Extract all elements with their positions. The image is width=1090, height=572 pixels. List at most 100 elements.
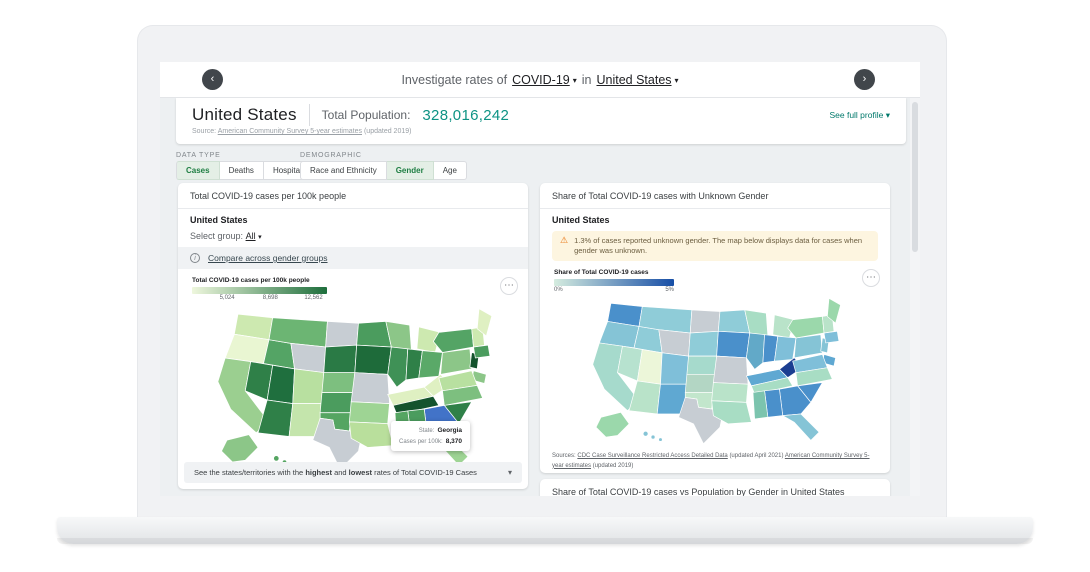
- highest-lowest-accordion[interactable]: See the states/territories with the high…: [184, 462, 522, 483]
- state-la[interactable]: [348, 421, 394, 448]
- state-ne[interactable]: [686, 356, 718, 375]
- state-nd[interactable]: [689, 309, 721, 334]
- state-tn[interactable]: [750, 377, 794, 395]
- state-oh[interactable]: [774, 336, 797, 362]
- header-source-link[interactable]: American Community Survey 5-year estimat…: [217, 128, 363, 135]
- state-hi[interactable]: [650, 435, 656, 440]
- state-ny[interactable]: [432, 328, 474, 353]
- state-ar[interactable]: [711, 382, 749, 403]
- filter-deaths-button[interactable]: Deaths: [219, 161, 264, 180]
- state-nc[interactable]: [795, 367, 833, 387]
- metric-dropdown[interactable]: COVID-19: [512, 73, 570, 87]
- filter-cases-button[interactable]: Cases: [176, 161, 220, 180]
- state-mo[interactable]: [350, 372, 390, 404]
- see-full-profile-link[interactable]: See full profile ▾: [829, 109, 890, 120]
- state-fl[interactable]: [781, 413, 820, 442]
- next-card-partial: Share of Total COVID-19 cases vs Populat…: [540, 479, 890, 496]
- state-ms[interactable]: [752, 390, 769, 420]
- card-region: United States: [190, 215, 248, 225]
- state-ak[interactable]: [595, 412, 630, 438]
- more-options-button[interactable]: ⋯: [500, 277, 518, 295]
- map-legend-ticks: 5,024 8,698 12,562: [219, 295, 323, 301]
- state-me[interactable]: [827, 298, 841, 324]
- state-pa[interactable]: [440, 348, 473, 375]
- state-il[interactable]: [746, 332, 765, 371]
- state-sd[interactable]: [688, 331, 719, 357]
- state-ks[interactable]: [319, 392, 354, 414]
- warning-icon: ⚠: [560, 235, 569, 245]
- state-ma[interactable]: [473, 344, 491, 359]
- cases-per-100k-card: Total COVID-19 cases per 100k people Uni…: [178, 183, 528, 489]
- place-dropdown[interactable]: United States: [596, 73, 672, 87]
- state-la[interactable]: [711, 400, 752, 425]
- unknown-gender-card: Share of Total COVID-19 cases with Unkno…: [540, 183, 890, 473]
- map-legend-title: Share of Total COVID-19 cases: [554, 269, 649, 277]
- acs-source-link[interactable]: American Community Survey 5-year estimat…: [552, 453, 870, 469]
- state-me[interactable]: [476, 308, 493, 337]
- map-legend-gradient: [192, 287, 327, 294]
- forward-button[interactable]: ›: [854, 69, 875, 90]
- filter-age-button[interactable]: Age: [433, 161, 467, 180]
- place-header-card: United States Total Population: 328,016,…: [176, 98, 906, 144]
- cdc-source-link[interactable]: CDC Case Surveillance Restricted Access …: [577, 453, 728, 460]
- state-az[interactable]: [257, 399, 294, 437]
- state-ak[interactable]: [221, 434, 259, 463]
- state-hi[interactable]: [642, 431, 649, 437]
- state-ar[interactable]: [348, 401, 390, 425]
- filter-gender-button[interactable]: Gender: [386, 161, 434, 180]
- place-caret-icon[interactable]: ▾: [674, 75, 679, 85]
- state-co[interactable]: [292, 368, 325, 404]
- scrollbar-thumb[interactable]: [912, 102, 918, 252]
- metric-caret-icon[interactable]: ▾: [572, 75, 577, 85]
- state-ny[interactable]: [787, 316, 825, 339]
- investigate-sentence: Investigate rates of COVID-19 ▾ in Unite…: [160, 62, 920, 98]
- warning-text: 1.3% of cases reported unknown gender. T…: [574, 236, 863, 256]
- state-az[interactable]: [628, 380, 661, 415]
- us-map-cases: State: Georgia Cases per 100k: 8,370: [192, 305, 514, 473]
- header-source-line: Source: American Community Survey 5-year…: [192, 128, 412, 135]
- card-title: Share of Total COVID-19 cases with Unkno…: [540, 183, 890, 209]
- state-id[interactable]: [263, 339, 295, 370]
- dashboard-page: United States Total Population: 328,016,…: [160, 98, 920, 496]
- state-ne[interactable]: [321, 372, 356, 394]
- cases-map-chart: Total COVID-19 cases per 100k people 5,0…: [178, 269, 528, 473]
- state-nc[interactable]: [442, 384, 484, 406]
- us-choropleth-share[interactable]: [554, 295, 876, 447]
- state-nd[interactable]: [325, 321, 359, 348]
- state-mn[interactable]: [717, 309, 751, 334]
- card-region: United States: [552, 215, 610, 225]
- map-legend-title: Total COVID-19 cases per 100k people: [192, 277, 310, 284]
- group-select[interactable]: All: [245, 231, 256, 241]
- state-pa[interactable]: [793, 334, 823, 359]
- state-ks[interactable]: [684, 374, 716, 394]
- back-icon: ‹: [210, 73, 215, 85]
- filter-race-ethnicity-button[interactable]: Race and Ethnicity: [300, 161, 387, 180]
- state-wy[interactable]: [290, 342, 326, 373]
- state-id[interactable]: [633, 326, 663, 354]
- state-ma[interactable]: [823, 331, 840, 344]
- laptop-base: [57, 517, 1033, 544]
- state-sd[interactable]: [323, 344, 358, 373]
- sentence-conjunction: in: [581, 73, 592, 87]
- state-ia[interactable]: [716, 331, 751, 359]
- more-options-button[interactable]: ⋯: [862, 269, 880, 288]
- group-select-caret-icon[interactable]: ▾: [258, 234, 262, 241]
- state-ia[interactable]: [354, 344, 392, 375]
- accordion-caret-icon: ▾: [507, 468, 512, 477]
- share-map-chart: Share of Total COVID-19 cases 0% 5% ⋯: [540, 261, 890, 447]
- demographic-button-group: Race and Ethnicity Gender Age: [300, 161, 467, 180]
- map-tooltip: State: Georgia Cases per 100k: 8,370: [391, 421, 470, 452]
- state-hi[interactable]: [658, 437, 663, 442]
- population-value: 328,016,242: [422, 106, 510, 124]
- state-wy[interactable]: [658, 329, 691, 357]
- state-tn[interactable]: [392, 395, 440, 415]
- state-hi[interactable]: [273, 455, 280, 462]
- profile-caret-icon: ▾: [885, 109, 890, 120]
- state-co[interactable]: [660, 352, 689, 385]
- compare-across-gender-link[interactable]: Compare across gender groups: [208, 253, 328, 263]
- state-oh[interactable]: [418, 350, 443, 379]
- back-button[interactable]: ‹: [202, 69, 223, 90]
- state-mo[interactable]: [712, 356, 749, 385]
- state-mn[interactable]: [356, 321, 392, 348]
- state-il[interactable]: [387, 346, 409, 388]
